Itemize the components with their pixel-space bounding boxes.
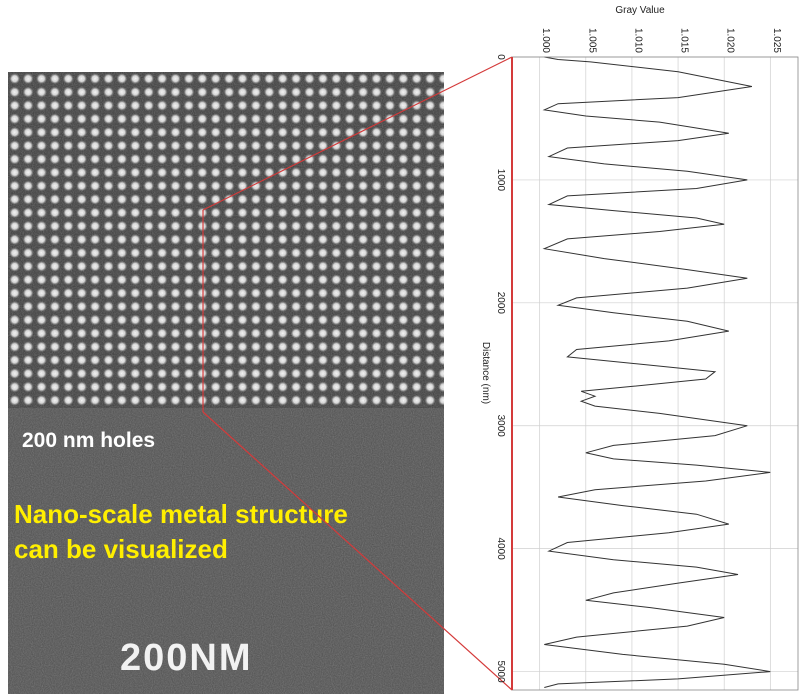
x-tick-label: 1.020 bbox=[725, 28, 736, 53]
y-tick-label: 5000 bbox=[495, 660, 506, 683]
y-axis-ticks: 0 1000 2000 3000 4000 5000 bbox=[495, 54, 506, 683]
y-tick-label: 2000 bbox=[495, 292, 506, 315]
x-tick-label: 1.000 bbox=[540, 28, 551, 53]
x-tick-label: 1.025 bbox=[771, 28, 782, 53]
micrograph-noise bbox=[8, 72, 444, 694]
x-axis-ticks: 1.000 1.005 1.010 1.015 1.020 1.025 bbox=[540, 28, 782, 53]
scale-bar-label: 200NM bbox=[120, 637, 253, 679]
y-tick-label: 0 bbox=[495, 54, 506, 60]
y-tick-label: 1000 bbox=[495, 169, 506, 192]
x-tick-label: 1.015 bbox=[679, 28, 690, 53]
sem-micrograph: 200 nm holes Nano-scale metal structure … bbox=[8, 72, 444, 694]
plot-frame bbox=[511, 56, 799, 691]
gray-value-series-line bbox=[542, 56, 771, 688]
y-tick-label: 4000 bbox=[495, 538, 506, 561]
x-axis-title: Gray Value bbox=[615, 5, 665, 16]
holes-label: 200 nm holes bbox=[22, 429, 155, 452]
y-tick-label: 3000 bbox=[495, 415, 506, 438]
chart-grid bbox=[512, 56, 798, 690]
x-tick-label: 1.010 bbox=[632, 28, 643, 53]
gray-value-profile-chart: Gray Value 1.000 1.005 1.010 1.015 1.020 1.02… bbox=[480, 5, 799, 691]
caption-line-2: can be visualized bbox=[14, 534, 228, 564]
y-axis-title: Distance (nm) bbox=[480, 342, 491, 404]
caption-line-1: Nano-scale metal structure bbox=[14, 499, 348, 529]
x-tick-label: 1.005 bbox=[586, 28, 597, 53]
